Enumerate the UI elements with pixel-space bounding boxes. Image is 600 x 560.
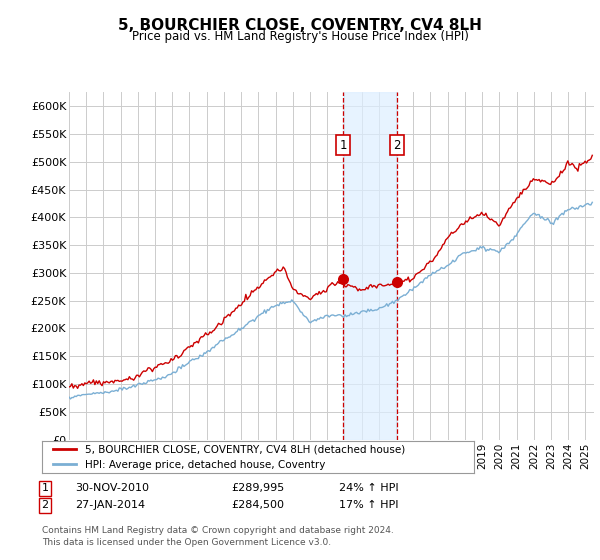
Text: £289,995: £289,995: [231, 483, 284, 493]
Text: 17% ↑ HPI: 17% ↑ HPI: [339, 500, 398, 510]
Legend: 5, BOURCHIER CLOSE, COVENTRY, CV4 8LH (detached house), HPI: Average price, deta: 5, BOURCHIER CLOSE, COVENTRY, CV4 8LH (d…: [47, 438, 411, 476]
Text: Price paid vs. HM Land Registry's House Price Index (HPI): Price paid vs. HM Land Registry's House …: [131, 30, 469, 43]
Text: 30-NOV-2010: 30-NOV-2010: [75, 483, 149, 493]
Bar: [343, 92, 397, 440]
Text: £284,500: £284,500: [231, 500, 284, 510]
Text: 2: 2: [394, 139, 401, 152]
Text: 2: 2: [41, 500, 49, 510]
Text: 24% ↑ HPI: 24% ↑ HPI: [339, 483, 398, 493]
Text: 5, BOURCHIER CLOSE, COVENTRY, CV4 8LH: 5, BOURCHIER CLOSE, COVENTRY, CV4 8LH: [118, 18, 482, 32]
Text: 1: 1: [41, 483, 49, 493]
Text: 1: 1: [339, 139, 347, 152]
Text: 27-JAN-2014: 27-JAN-2014: [75, 500, 145, 510]
Text: Contains HM Land Registry data © Crown copyright and database right 2024.
This d: Contains HM Land Registry data © Crown c…: [42, 526, 394, 547]
